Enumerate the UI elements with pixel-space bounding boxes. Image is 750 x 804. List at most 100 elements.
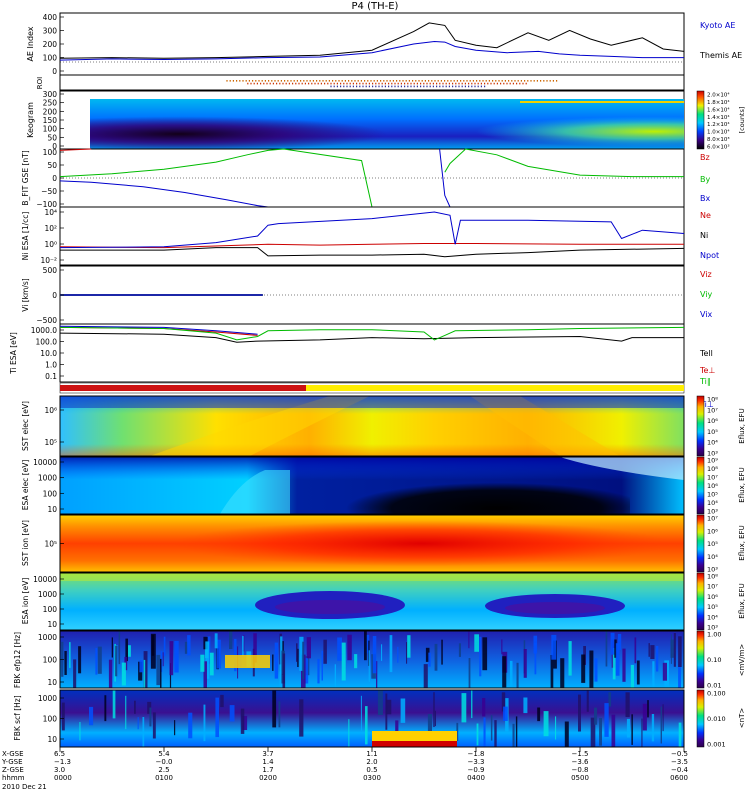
spectrogram-stripe <box>400 698 406 723</box>
colorbar-tick-label: 10⁵ <box>707 540 718 548</box>
temperature-series-group <box>59 325 685 343</box>
esa-ion-yticks: 10000 1000 100 10 <box>33 575 64 629</box>
ephemeris-value-z: 0.5 <box>366 766 377 774</box>
roi-panel: ROI <box>36 74 685 91</box>
spectrogram-stripe <box>456 722 459 741</box>
spectrogram-stripe <box>622 648 626 682</box>
date-label: 2010 Dec 21 <box>2 783 47 791</box>
spectrogram-stripe <box>111 637 113 658</box>
ephemeris-value-hhmm: 0600 <box>670 774 688 782</box>
spectrogram-stripe <box>215 697 219 738</box>
spectrogram-stripe <box>108 659 113 688</box>
colorbar-tick-label: 8.0×10³ <box>707 136 730 143</box>
ytick-label: 1000 <box>38 694 57 703</box>
sst-electron-band-1 <box>150 396 370 456</box>
ytick-label: 10⁻² <box>40 256 57 265</box>
fbk-e-stripes <box>61 631 685 688</box>
spectrogram-stripe <box>630 664 634 688</box>
spectrogram-stripe <box>152 712 156 739</box>
sst-electron-noise-band <box>60 396 684 408</box>
ytick-label: 10 <box>47 620 57 629</box>
ytick-label: 10⁵ <box>44 540 57 549</box>
spectrogram-stripe <box>389 635 393 673</box>
bfield-panel: 100 50 0 −50 −100 B_FIT GSE [nT] Bz By Bx <box>21 148 710 209</box>
legend-ni: Ni <box>700 231 708 240</box>
spectrogram-stripe <box>397 646 399 663</box>
spectrogram-stripe <box>156 654 161 686</box>
density-panel: 10⁴ 10² 10⁰ 10⁻² Ni ESA [1/cc] Ne Ni Npot <box>21 206 719 266</box>
spectrogram-stripe <box>590 717 596 747</box>
fbk-b-ylabel: FBK scf [Hz] <box>13 695 22 740</box>
spectrogram-stripe <box>360 695 362 731</box>
ephemeris-value-x: 3.7 <box>262 750 273 758</box>
spectrogram-stripe <box>203 661 207 688</box>
colorbar-tick-label: 10⁴ <box>707 439 718 447</box>
ephemeris-value-y: 2.0 <box>366 758 377 766</box>
spectrogram-stripe <box>242 715 248 730</box>
colorbar-tick-label: 10⁶ <box>707 527 718 535</box>
spectrogram-stripe <box>73 659 77 688</box>
colorbar-tick-label: 0.01 <box>707 682 721 690</box>
spectrogram-stripe <box>471 690 473 719</box>
fbk-b-colorbar-ticks: 0.100 0.010 0.001 <box>707 690 726 749</box>
bfield-series-bz <box>59 148 92 151</box>
bfield-yticks: 100 50 0 −50 −100 <box>36 148 64 209</box>
spectrogram-stripe <box>626 718 630 738</box>
colorbar-tick-label: 1.4×10⁴ <box>707 114 730 121</box>
fbk-e-colorbar <box>696 630 705 689</box>
colorbar-tick-label: 10⁵ <box>707 428 718 436</box>
spectrogram-stripe <box>568 641 572 676</box>
ephemeris-value-x: −1.8 <box>468 750 485 758</box>
spectrogram-stripe <box>205 641 210 679</box>
legend-te-perp: Te⊥ <box>699 366 715 375</box>
fbk-e-ylabel: FBK efp12 [Hz] <box>13 632 22 688</box>
spectrogram-stripe <box>169 663 172 688</box>
spectrogram-stripe <box>581 654 586 683</box>
legend-viy: Viy <box>700 290 713 299</box>
colorbar-tick-label: 10⁴ <box>707 613 718 621</box>
spectrogram-stripe <box>651 714 655 742</box>
fbk-e-yticks: 1000 100 10 <box>38 633 64 687</box>
ytick-label: −50 <box>41 187 57 196</box>
fbk-e-bright-patch <box>225 655 270 668</box>
density-series-ne <box>59 243 684 249</box>
spectrogram-stripe <box>253 633 257 663</box>
spectrogram-stripe <box>125 638 128 662</box>
legend-themis-ae: Themis AE <box>699 51 742 60</box>
spectrogram-stripe <box>337 637 342 661</box>
spectrogram-stripe <box>302 641 305 680</box>
ae-series-kyoto-ae <box>59 40 684 61</box>
spectrogram-stripe <box>502 656 507 688</box>
colorbar-tick-label: 10⁷ <box>707 474 718 482</box>
ytick-label: 10000 <box>33 575 57 584</box>
ytick-label: 0 <box>52 67 57 76</box>
colorbar-tick-label: 1.2×10⁴ <box>707 121 730 128</box>
colorbar-tick-label: 6.0×10³ <box>707 144 730 151</box>
colorbar-tick-label: 1.00 <box>707 631 721 639</box>
ephemeris-value-z: −0.8 <box>572 766 589 774</box>
spectrogram-stripe <box>614 639 617 658</box>
esa-electron-ylabel: ESA elec [eV] <box>21 460 30 511</box>
spectrogram-stripe <box>523 697 528 714</box>
esa-electron-high-energy-band <box>560 457 684 480</box>
legend-viz: Viz <box>700 270 712 279</box>
spectrogram-stripe <box>564 721 569 747</box>
density-series-ni <box>59 211 685 249</box>
spectrogram-stripe <box>423 664 428 688</box>
spectrogram-stripe <box>482 698 486 717</box>
spectrogram-stripe <box>274 642 278 679</box>
ephem-label-x: X-GSE <box>2 750 24 758</box>
spectrogram-stripe <box>482 637 488 671</box>
velocity-panel: 500 0 −500 Vi [km/s] Viz Viy Vix <box>21 265 713 325</box>
ephemeris-value-z: 3.0 <box>54 766 65 774</box>
ephemeris-axis: X-GSE Y-GSE Z-GSE hhmm 2010 Dec 21 6.5−1… <box>1 747 689 791</box>
spectrogram-stripe <box>673 633 676 667</box>
fbk-b-colorbar-label: <nT> <box>738 708 746 729</box>
temperature-series-ti- <box>59 326 685 341</box>
spectrogram-stripe <box>490 715 493 741</box>
spectrogram-stripe <box>611 714 616 747</box>
ephemeris-value-y: −3.5 <box>671 758 688 766</box>
